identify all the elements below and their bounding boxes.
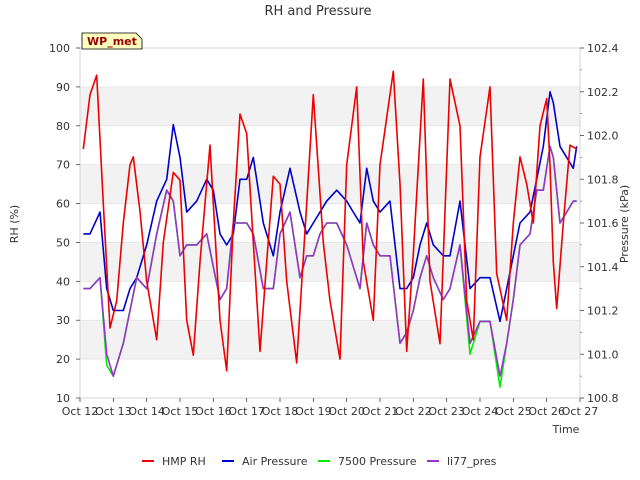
x-tick-label: Oct 13 [95,405,132,418]
grid-band [80,125,580,165]
legend-label: 7500 Pressure [338,455,417,468]
x-tick-label: Oct 20 [328,405,365,418]
y-right-tick-label: 101.8 [587,173,619,186]
y-axis-right: 100.8 101.0 101.2 101.4 101.6 101.8 102.0 102.2… [580,42,619,405]
grid-band [80,242,580,282]
y-right-tick-label: 101.2 [587,305,619,318]
series-lines [82,70,578,388]
x-tick-label: Oct 24 [462,405,499,418]
series-line-li77-pres [83,145,577,377]
y-left-tick-label: 90 [56,81,70,94]
legend-label: Air Pressure [242,455,308,468]
x-tick-label: Oct 18 [262,405,299,418]
y-right-tick-label: 102.4 [587,42,619,55]
x-tick-label: Oct 12 [62,405,99,418]
x-tick-label: Oct 26 [528,405,565,418]
y-left-tick-label: 60 [56,198,70,211]
x-tick-label: Oct 27 [562,405,599,418]
x-tick-label: Oct 23 [428,405,465,418]
y-right-tick-label: 101.0 [587,348,619,361]
chart-title: RH and Pressure [264,4,371,19]
y-right-tick-label: 101.6 [587,217,619,230]
x-tick-label: Oct 25 [495,405,532,418]
y-axis-left-label: RH (%) [8,205,21,243]
y-left-tick-label: 50 [56,236,70,249]
y-left-tick-label: 70 [56,159,70,172]
x-tick-label: Oct 16 [195,405,232,418]
y-left-tick-label: 20 [56,353,70,366]
x-axis-label: Time [552,423,580,436]
y-left-tick-label: 30 [56,314,70,327]
x-tick-label: Oct 17 [228,405,265,418]
grid-band [80,359,580,398]
series-line-hmp-rh [82,70,578,372]
x-tick-label: Oct 15 [162,405,199,418]
y-right-tick-label: 100.8 [587,392,619,405]
y-axis-left: 10 20 30 40 50 60 70 80 90 100 [49,42,80,405]
site-badge: WP_met [81,32,143,50]
legend: HMP RH Air Pressure 7500 Pressure li77_pres [142,455,497,468]
legend-label: li77_pres [447,455,497,468]
y-left-tick-label: 100 [49,42,70,55]
y-right-tick-label: 102.2 [587,86,619,99]
y-right-tick-label: 101.4 [587,261,619,274]
x-tick-label: Oct 21 [362,405,399,418]
y-left-tick-label: 40 [56,275,70,288]
site-label: WP_met [87,35,137,48]
legend-label: HMP RH [162,455,206,468]
x-tick-label: Oct 22 [395,405,432,418]
y-axis-right-label: Pressure (kPa) [618,185,631,263]
x-tick-label: Oct 19 [295,405,332,418]
y-left-tick-label: 10 [56,392,70,405]
site-badge-box [81,32,143,50]
y-right-tick-label: 102.0 [587,130,619,143]
grid-band [80,48,580,87]
grid-band [80,320,580,360]
x-tick-label: Oct 14 [128,405,165,418]
grid-band [80,86,580,126]
y-left-tick-label: 80 [56,120,70,133]
